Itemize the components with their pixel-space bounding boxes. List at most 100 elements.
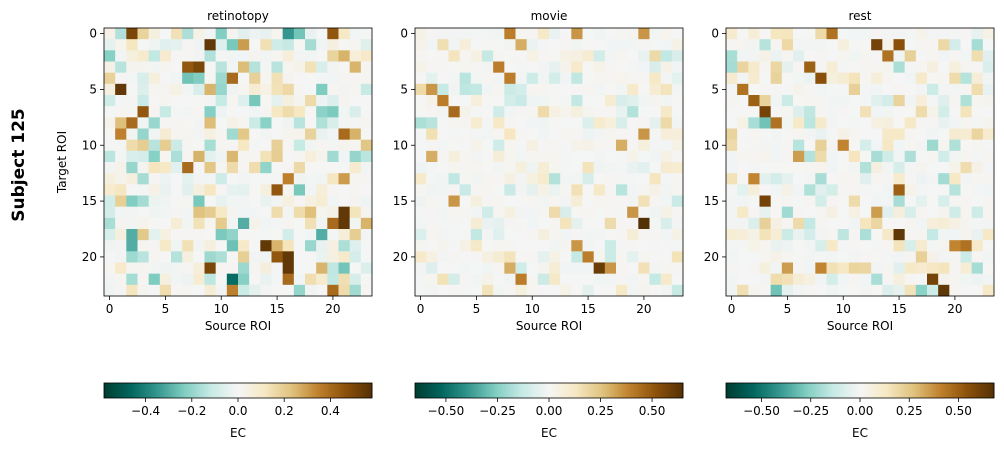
heatmap-cell [582,173,595,185]
heatmap-cell [804,150,816,163]
heatmap-cell [448,83,461,96]
heatmap-cell [482,72,494,85]
heatmap-cell [726,150,738,163]
heatmap-cell [815,284,827,297]
heatmap-cell [104,139,116,152]
heatmap-cell [204,83,217,96]
colorbar-segment [487,383,490,398]
heatmap-cell [904,61,917,74]
heatmap-cell [960,162,973,174]
colorbar-segment [495,383,498,398]
heatmap-cell [338,206,351,219]
heatmap-cell [660,128,673,141]
heatmap-cell [781,72,794,85]
colorbar-segment [637,383,640,398]
colorbar-segment [974,383,977,398]
colorbar-segment [547,383,550,398]
heatmap-cell [815,139,827,152]
heatmap-cell [971,50,984,62]
colorbar-segment [541,383,544,398]
heatmap-cell [638,39,650,51]
heatmap-cell [282,72,295,85]
heatmap-cell [582,117,595,129]
heatmap-cell [571,229,583,241]
heatmap-cell [459,240,472,252]
colorbar-segment [922,383,925,398]
heatmap-cell [904,83,917,96]
heatmap-cell [226,206,239,219]
heatmap-cell [837,240,850,252]
colorbar-segment [565,383,568,398]
heatmap-cell [415,273,427,286]
heatmap-cell [826,251,839,263]
heatmap-cell [470,106,483,118]
heatmap-cell [759,184,772,196]
heatmap-cell [960,229,973,241]
heatmap-cell [871,139,883,152]
heatmap-cell [104,206,116,219]
heatmap-cell [871,95,883,107]
colorbar-segment [930,383,933,398]
heatmap-cell [282,251,295,263]
heatmap-cell [638,251,650,263]
heatmap-cell [437,72,449,85]
heatmap-cell [638,72,650,85]
heatmap-cell [271,229,284,241]
heatmap-cell [327,173,339,185]
heatmap-cell [560,72,572,85]
heatmap-cell [482,139,494,152]
heatmap-cell [282,28,295,40]
colorbar-segment [982,383,985,398]
heatmap-cell [104,117,116,129]
heatmap-cell [115,128,127,141]
heatmap-cell [826,83,839,96]
heatmap-cell [860,39,872,51]
heatmap-cell [837,195,850,208]
colorbar-segment [112,383,115,398]
heatmap-cell [904,184,917,196]
heatmap-cell [537,262,550,275]
heatmap-cell [426,50,438,62]
heatmap-cell [515,251,528,263]
heatmap-cell [982,273,995,286]
heatmap-cell [770,106,783,118]
heatmap-cell [426,128,438,141]
heatmap-cell [104,262,116,275]
heatmap-cell [493,284,505,297]
heatmap-cell [482,83,494,96]
heatmap-cell [148,50,161,62]
heatmap-cell [582,217,595,230]
heatmap-cell [737,195,749,208]
heatmap-cell [482,28,494,40]
colorbar-segment [852,383,855,398]
heatmap-cell [137,162,150,174]
heatmap-cell [338,162,351,174]
heatmap-cell [826,61,839,74]
heatmap-cell [649,128,662,141]
heatmap-cell [360,106,373,118]
heatmap-cell [616,39,628,51]
heatmap-cell [349,117,362,129]
heatmap-cell [226,150,239,163]
colorbar-segment [226,383,229,398]
heatmap-cell [616,284,628,297]
heatmap-cell [915,262,928,275]
heatmap-cell [871,284,883,297]
heatmap-cell [804,240,816,252]
heatmap-cell [549,28,561,40]
colorbar-segment [198,383,201,398]
heatmap-cell [193,229,205,241]
heatmap-cell [182,217,194,230]
colorbar-segment [882,383,885,398]
heatmap-cell [549,72,561,85]
heatmap-cell [327,217,339,230]
heatmap-cell [638,50,650,62]
heatmap-cell [193,284,205,297]
heatmap-cell [826,117,839,129]
heatmap-cell [115,95,127,107]
colorbar-segment [168,383,171,398]
heatmap-cell [949,128,961,141]
heatmap-cell [737,262,749,275]
colorbar-segment [792,383,795,398]
heatmap-cell [238,128,250,141]
